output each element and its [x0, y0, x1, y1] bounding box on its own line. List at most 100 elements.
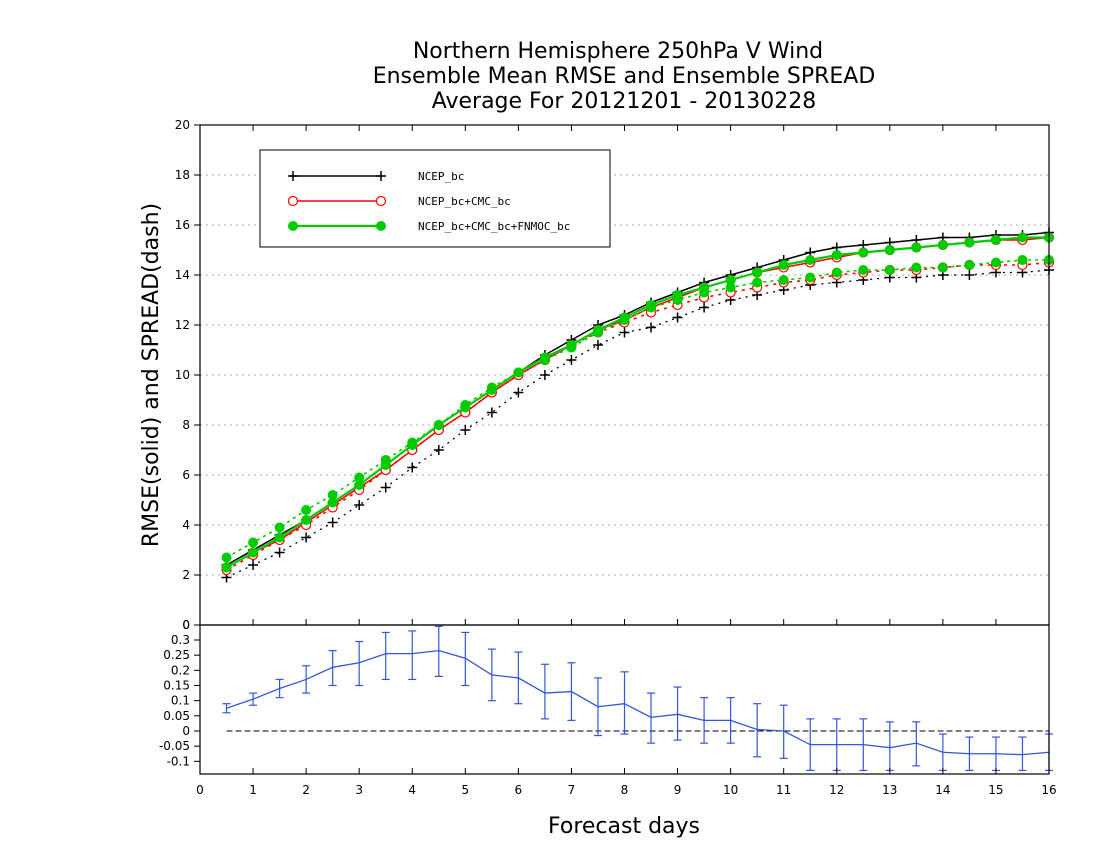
- data-point: [513, 387, 524, 398]
- data-point: [460, 425, 471, 435]
- chart-title-line-1: Northern Hemisphere 250hPa V Wind: [413, 39, 823, 64]
- y-tick-label: 10: [175, 368, 190, 382]
- data-point: [433, 445, 444, 455]
- legend-marker: [376, 221, 386, 231]
- data-point: [699, 287, 710, 298]
- data-point: [752, 277, 763, 288]
- data-point: [619, 315, 630, 325]
- data-point: [619, 327, 630, 338]
- data-point: [327, 490, 338, 500]
- x-tick-label: 8: [621, 783, 629, 797]
- legend-marker: [287, 195, 299, 207]
- x-tick-label: 1: [249, 783, 257, 797]
- data-point: [248, 560, 259, 570]
- x-tick-label: 6: [515, 783, 523, 797]
- difference-line: [226, 649, 1050, 756]
- y-tick-label: 0.25: [163, 648, 190, 662]
- x-tick-label: 4: [408, 783, 416, 797]
- data-point: [301, 532, 312, 543]
- data-point: [778, 260, 789, 270]
- data-point: [884, 265, 895, 275]
- data-point: [592, 340, 603, 350]
- legend-marker: [375, 195, 387, 207]
- y-tick-label: 0.2: [171, 663, 190, 677]
- data-point: [274, 522, 285, 533]
- data-point: [990, 257, 1001, 268]
- series-rmse-line: [226, 231, 1050, 566]
- data-point: [805, 255, 816, 265]
- data-point: [354, 500, 365, 510]
- x-tick-label: 5: [461, 783, 469, 797]
- data-point: [407, 437, 418, 448]
- x-tick-label: 14: [935, 783, 950, 797]
- x-tick-label: 16: [1041, 783, 1056, 797]
- series-rmse-line: [226, 236, 1050, 569]
- y-tick-label: 16: [175, 218, 190, 232]
- y-tick-label: 0: [182, 618, 190, 632]
- y-tick-label: 20: [175, 118, 190, 132]
- series-rmse-line: [225, 236, 1049, 569]
- data-point: [513, 367, 524, 378]
- data-point: [725, 282, 736, 293]
- x-tick-label: 12: [829, 783, 844, 797]
- x-tick-label: 7: [568, 783, 576, 797]
- data-point: [380, 482, 391, 493]
- data-point: [937, 262, 948, 273]
- data-point: [646, 302, 657, 313]
- data-point: [274, 532, 285, 543]
- x-tick-label: 13: [882, 783, 897, 797]
- x-tick-label: 2: [302, 783, 310, 797]
- data-point: [380, 455, 391, 465]
- y-tick-label: 0: [182, 724, 190, 738]
- x-tick-label: 10: [723, 783, 738, 797]
- data-point: [301, 515, 312, 525]
- data-point: [248, 537, 259, 548]
- rmse-spread-panel: 0 2 4 6 8 10 12 14 16 18 20: [175, 118, 1055, 632]
- x-tick-label: 11: [776, 783, 791, 797]
- data-point: [221, 552, 232, 563]
- legend-marker: [376, 171, 386, 181]
- legend-label: NCEP_bc+CMC_bc+FNMOC_bc: [418, 220, 570, 233]
- data-point: [221, 562, 232, 573]
- data-point: [1017, 255, 1028, 265]
- data-point: [460, 400, 471, 410]
- chart-title-line-2: Ensemble Mean RMSE and Ensemble SPREAD: [373, 64, 876, 89]
- data-point: [407, 462, 418, 473]
- x-axis-label: Forecast days: [548, 814, 700, 839]
- data-point: [354, 472, 365, 483]
- y-axis-label: RMSE(solid) and SPREAD(dash): [139, 203, 164, 547]
- data-point: [672, 295, 683, 305]
- data-point: [327, 517, 338, 528]
- data-point: [937, 240, 948, 250]
- data-point: [592, 327, 603, 338]
- data-point: [752, 267, 763, 278]
- series-spread-line: [226, 259, 1049, 559]
- chart-title-line-3: Average For 20121201 - 20130228: [432, 89, 817, 114]
- x-tick-label: 9: [674, 783, 682, 797]
- y-tick-label: 2: [182, 568, 190, 582]
- data-point: [911, 242, 922, 253]
- y-tick-label: 0.05: [163, 709, 190, 723]
- data-point: [964, 260, 975, 270]
- data-point: [539, 355, 550, 365]
- data-point: [884, 245, 895, 255]
- y-tick-label: 0.1: [171, 694, 190, 708]
- data-point: [301, 505, 312, 515]
- data-point: [858, 247, 869, 258]
- data-point: [486, 382, 497, 393]
- chart-titles: Northern Hemisphere 250hPa V Wind Ensemb…: [373, 39, 876, 114]
- x-tick-label: 0: [196, 783, 204, 797]
- y-tick-label: 0.15: [163, 679, 190, 693]
- data-point: [566, 355, 577, 365]
- y-tick-label: 14: [175, 268, 190, 282]
- data-point: [990, 235, 1001, 245]
- y-tick-label: 0: [182, 618, 190, 632]
- y-tick-label: 6: [182, 468, 190, 482]
- x-tick-label: 15: [988, 783, 1003, 797]
- y-tick-label: -0.05: [159, 739, 190, 753]
- y-tick-label: 0.3: [171, 633, 190, 647]
- data-point: [539, 370, 550, 380]
- y-tick-label: -0.1: [167, 754, 190, 768]
